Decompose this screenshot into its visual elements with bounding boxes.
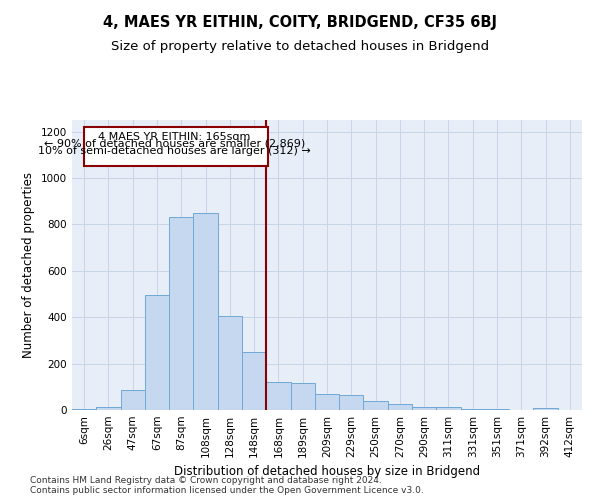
Bar [290,384,315,410]
Bar [169,218,193,410]
Bar [388,404,412,410]
Y-axis label: Number of detached properties: Number of detached properties [22,172,35,358]
FancyBboxPatch shape [84,127,268,166]
Bar [266,382,290,410]
Bar [72,409,96,410]
Bar [96,407,121,410]
Bar [145,294,169,410]
Bar [193,213,218,410]
Bar [121,390,145,410]
Text: Contains public sector information licensed under the Open Government Licence v3: Contains public sector information licen… [30,486,424,495]
Bar [218,316,242,410]
Text: 4 MAES YR EITHIN: 165sqm: 4 MAES YR EITHIN: 165sqm [98,132,251,141]
Text: ← 90% of detached houses are smaller (2,869): ← 90% of detached houses are smaller (2,… [44,138,305,148]
Text: Size of property relative to detached houses in Bridgend: Size of property relative to detached ho… [111,40,489,53]
Bar [364,401,388,410]
Bar [533,408,558,410]
Text: 10% of semi-detached houses are larger (312) →: 10% of semi-detached houses are larger (… [38,146,311,156]
X-axis label: Distribution of detached houses by size in Bridgend: Distribution of detached houses by size … [174,466,480,478]
Bar [412,406,436,410]
Text: Contains HM Land Registry data © Crown copyright and database right 2024.: Contains HM Land Registry data © Crown c… [30,476,382,485]
Bar [461,409,485,410]
Bar [436,407,461,410]
Bar [339,395,364,410]
Text: 4, MAES YR EITHIN, COITY, BRIDGEND, CF35 6BJ: 4, MAES YR EITHIN, COITY, BRIDGEND, CF35… [103,15,497,30]
Bar [315,394,339,410]
Bar [242,352,266,410]
